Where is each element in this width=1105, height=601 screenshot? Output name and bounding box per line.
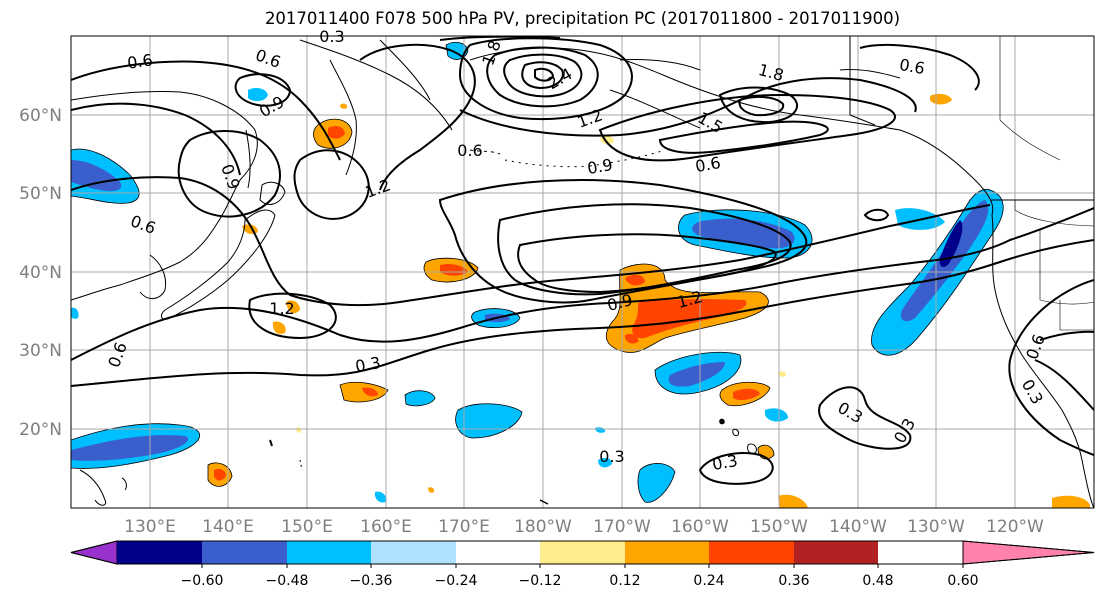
colorbar-tick-label: −0.12: [519, 573, 562, 589]
contour-label: 0.6: [694, 153, 722, 176]
longitude-label: 140°E: [202, 517, 254, 537]
latitude-label: 20°N: [19, 420, 62, 440]
colorbar-segment: [794, 541, 878, 564]
colorbar-tick-label: 0.36: [778, 573, 809, 589]
colorbar-segment: [456, 541, 540, 564]
colorbar-tick-label: −0.60: [181, 573, 224, 589]
latitude-label: 30°N: [19, 341, 62, 361]
latitude-label: 40°N: [19, 263, 62, 283]
colorbar: −0.60 −0.48 −0.36 −0.24 −0.12 0.12 0.24 0.36 0.4…: [70, 540, 1095, 589]
colorbar-tick-label: 0.12: [609, 573, 640, 589]
longitude-label: 160°E: [360, 517, 412, 537]
contour-label: 0.3: [711, 451, 739, 474]
colorbar-segment: [287, 541, 371, 564]
colorbar-tick-label: 0.24: [693, 573, 724, 589]
longitude-label: 150°E: [281, 517, 333, 537]
contour-label: 0.3: [599, 447, 624, 466]
colorbar-tick-label: −0.48: [266, 573, 309, 589]
map-title: 2017011400 F078 500 hPa PV, precipitatio…: [264, 9, 901, 28]
contour-label: 0.3: [319, 27, 344, 46]
colorbar-segment: [709, 541, 794, 564]
longitude-label: 150°W: [750, 517, 808, 537]
longitude-label: 130°E: [124, 517, 176, 537]
colorbar-tick-label: 0.60: [947, 573, 978, 589]
map-border: [70, 35, 1095, 509]
colorbar-tick-label: −0.24: [435, 573, 478, 589]
contour-label: 0.6: [457, 141, 482, 160]
contour-label: 1.2: [269, 299, 294, 318]
longitude-label: 140°W: [829, 517, 887, 537]
contour-label: 0.6: [898, 55, 926, 78]
latitude-label: 60°N: [19, 106, 62, 126]
contour-label: 0.3: [354, 353, 382, 376]
colorbar-tick-label: 0.48: [862, 573, 893, 589]
longitude-label: 120°W: [986, 517, 1044, 537]
colorbar-segment: [540, 541, 625, 564]
longitude-label: 160°W: [671, 517, 729, 537]
pv-contours: [71, 36, 1094, 485]
longitude-label: 130°W: [907, 517, 965, 537]
colorbar-tick-label: −0.36: [350, 573, 393, 589]
colorbar-extend-high: [962, 540, 1095, 565]
latitude-labels: 60°N 50°N 40°N 30°N 20°N: [19, 106, 62, 440]
longitude-label: 170°W: [593, 517, 651, 537]
colorbar-segment: [371, 541, 456, 564]
colorbar-segment: [117, 541, 202, 564]
colorbar-outline: [70, 540, 1095, 565]
contour-label: 0.6: [126, 50, 154, 72]
colorbar-segment: [625, 541, 709, 564]
latitude-label: 50°N: [19, 184, 62, 204]
contour-label: 0.9: [586, 155, 614, 178]
longitude-label: 180°W: [514, 517, 572, 537]
coastlines: [71, 36, 1094, 508]
longitude-label: 170°E: [438, 517, 490, 537]
longitude-labels: 130°E 140°E 150°E 160°E 170°E 180°W 170°W 160°W…: [124, 517, 1044, 537]
colorbar-extend-low: [70, 540, 118, 565]
colorbar-segment: [202, 541, 287, 564]
